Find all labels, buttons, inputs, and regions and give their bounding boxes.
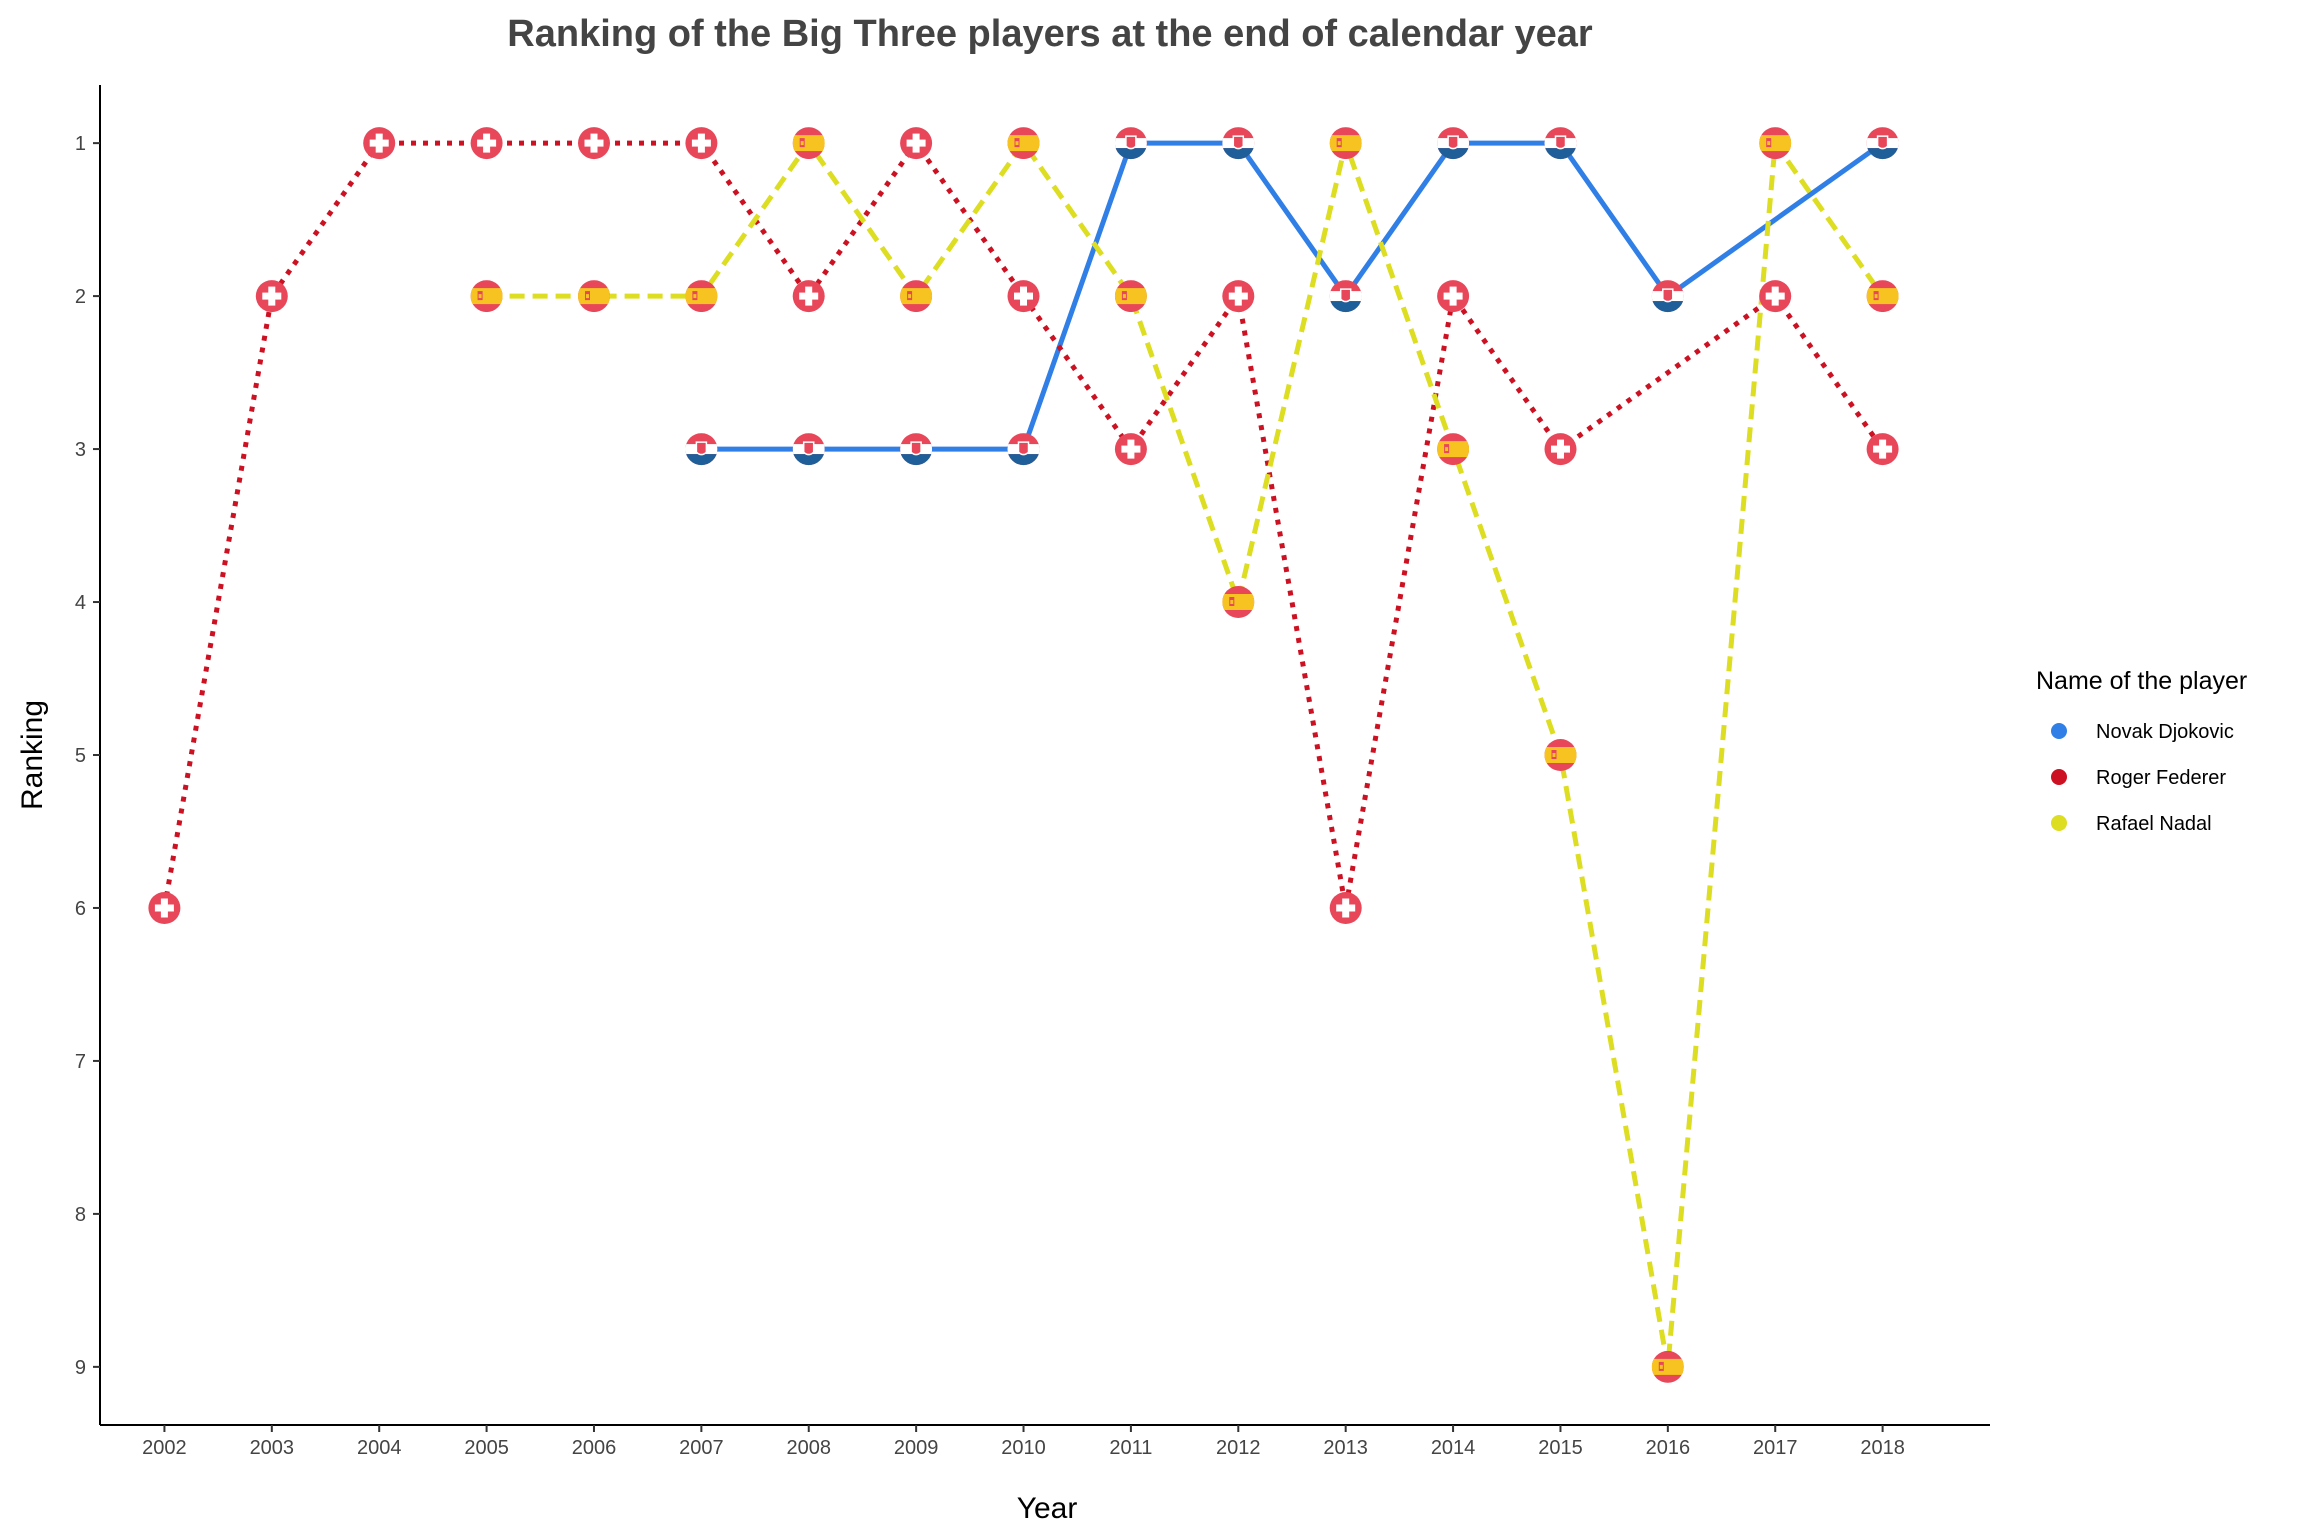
x-tick-label: 2006 bbox=[572, 1437, 617, 1459]
legend-label: Novak Djokovic bbox=[2096, 721, 2234, 743]
y-tick-label: 7 bbox=[75, 1051, 86, 1073]
switzerland-flag-icon bbox=[255, 280, 288, 313]
y-tick-label: 9 bbox=[75, 1357, 86, 1379]
spain-flag-icon bbox=[1007, 127, 1040, 160]
legend-key-1 bbox=[2051, 769, 2067, 785]
serbia-flag-icon bbox=[1544, 127, 1577, 160]
x-tick-label: 2016 bbox=[1646, 1437, 1691, 1459]
y-axis-ticks: 1 2 3 4 5 6 7 8 9 bbox=[75, 133, 100, 1379]
switzerland-flag-icon bbox=[1007, 280, 1040, 313]
switzerland-flag-icon bbox=[1222, 280, 1255, 313]
serbia-flag-icon bbox=[900, 433, 933, 466]
y-tick-label: 6 bbox=[75, 898, 86, 920]
legend-label: Rafael Nadal bbox=[2096, 813, 2212, 835]
chart-title: Ranking of the Big Three players at the … bbox=[507, 13, 1593, 55]
x-axis-title: Year bbox=[1017, 1492, 1078, 1525]
switzerland-flag-icon bbox=[470, 127, 503, 160]
x-tick-label: 2009 bbox=[894, 1437, 939, 1459]
series-line-1 bbox=[161, 140, 1885, 911]
spain-flag-icon bbox=[1114, 280, 1147, 313]
switzerland-flag-icon bbox=[578, 127, 610, 160]
switzerland-flag-icon bbox=[1544, 433, 1577, 466]
x-tick-label: 2017 bbox=[1753, 1437, 1798, 1459]
spain-flag-icon bbox=[1544, 739, 1577, 771]
serbia-flag-icon bbox=[1114, 127, 1147, 160]
x-tick-label: 2011 bbox=[1109, 1437, 1152, 1459]
serbia-flag-icon bbox=[685, 433, 718, 466]
x-tick-label: 2013 bbox=[1323, 1437, 1368, 1459]
x-axis-ticks: 2002 2003 2004 2005 2006 2007 2008 2009 2010 2011… bbox=[142, 1425, 1905, 1459]
series-lines bbox=[161, 140, 1885, 1370]
x-tick-label: 2015 bbox=[1538, 1437, 1583, 1459]
y-tick-label: 8 bbox=[75, 1204, 86, 1226]
spain-flag-icon bbox=[792, 127, 825, 160]
x-tick-label: 2014 bbox=[1431, 1437, 1476, 1459]
x-tick-label: 2003 bbox=[250, 1437, 295, 1459]
spain-flag-icon bbox=[1759, 127, 1792, 160]
x-tick-label: 2018 bbox=[1860, 1437, 1905, 1459]
switzerland-flag-icon bbox=[685, 127, 718, 160]
serbia-flag-icon bbox=[792, 433, 825, 466]
spain-flag-icon bbox=[1222, 586, 1255, 618]
switzerland-flag-icon bbox=[1114, 433, 1147, 466]
spain-flag-icon bbox=[1329, 127, 1362, 160]
legend-key-0 bbox=[2051, 723, 2067, 739]
switzerland-flag-icon bbox=[792, 280, 825, 313]
series-markers bbox=[148, 127, 1899, 1383]
y-tick-label: 5 bbox=[75, 745, 86, 767]
switzerland-flag-icon bbox=[1329, 892, 1362, 924]
x-tick-label: 2008 bbox=[787, 1437, 832, 1459]
x-tick-label: 2010 bbox=[1001, 1437, 1046, 1459]
serbia-flag-icon bbox=[1222, 127, 1255, 160]
spain-flag-icon bbox=[1866, 280, 1899, 313]
x-tick-label: 2004 bbox=[357, 1437, 402, 1459]
switzerland-flag-icon bbox=[148, 892, 181, 924]
x-tick-label: 2007 bbox=[679, 1437, 724, 1459]
switzerland-flag-icon bbox=[363, 127, 396, 160]
spain-flag-icon bbox=[685, 280, 718, 313]
x-tick-label: 2012 bbox=[1216, 1437, 1261, 1459]
switzerland-flag-icon bbox=[900, 127, 933, 160]
legend-items: Novak Djokovic Roger Federer Rafael Nadal bbox=[2051, 721, 2234, 835]
serbia-flag-icon bbox=[1007, 433, 1040, 466]
serbia-flag-icon bbox=[1866, 127, 1899, 160]
series-line-0 bbox=[701, 140, 1885, 452]
y-tick-label: 4 bbox=[75, 592, 86, 614]
switzerland-flag-icon bbox=[1759, 280, 1792, 313]
x-tick-label: 2005 bbox=[464, 1437, 509, 1459]
axes bbox=[99, 85, 1990, 1426]
x-tick-label: 2002 bbox=[142, 1437, 187, 1459]
series-line-2 bbox=[486, 140, 1885, 1370]
legend-key-2 bbox=[2051, 815, 2067, 831]
y-tick-label: 1 bbox=[75, 133, 86, 155]
spain-flag-icon bbox=[1651, 1350, 1684, 1383]
switzerland-flag-icon bbox=[1437, 280, 1470, 313]
spain-flag-icon bbox=[1437, 433, 1470, 466]
spain-flag-icon bbox=[578, 280, 610, 313]
y-axis-title: Ranking bbox=[16, 700, 49, 810]
legend: Name of the player Novak Djokovic Roger F… bbox=[2036, 667, 2247, 835]
serbia-flag-icon bbox=[1651, 280, 1684, 313]
serbia-flag-icon bbox=[1329, 280, 1362, 313]
y-tick-label: 2 bbox=[75, 286, 86, 308]
legend-title: Name of the player bbox=[2036, 667, 2247, 695]
spain-flag-icon bbox=[900, 280, 933, 313]
y-tick-label: 3 bbox=[75, 439, 86, 461]
spain-flag-icon bbox=[470, 280, 503, 313]
serbia-flag-icon bbox=[1437, 127, 1470, 160]
legend-label: Roger Federer bbox=[2096, 767, 2226, 789]
switzerland-flag-icon bbox=[1866, 433, 1899, 466]
